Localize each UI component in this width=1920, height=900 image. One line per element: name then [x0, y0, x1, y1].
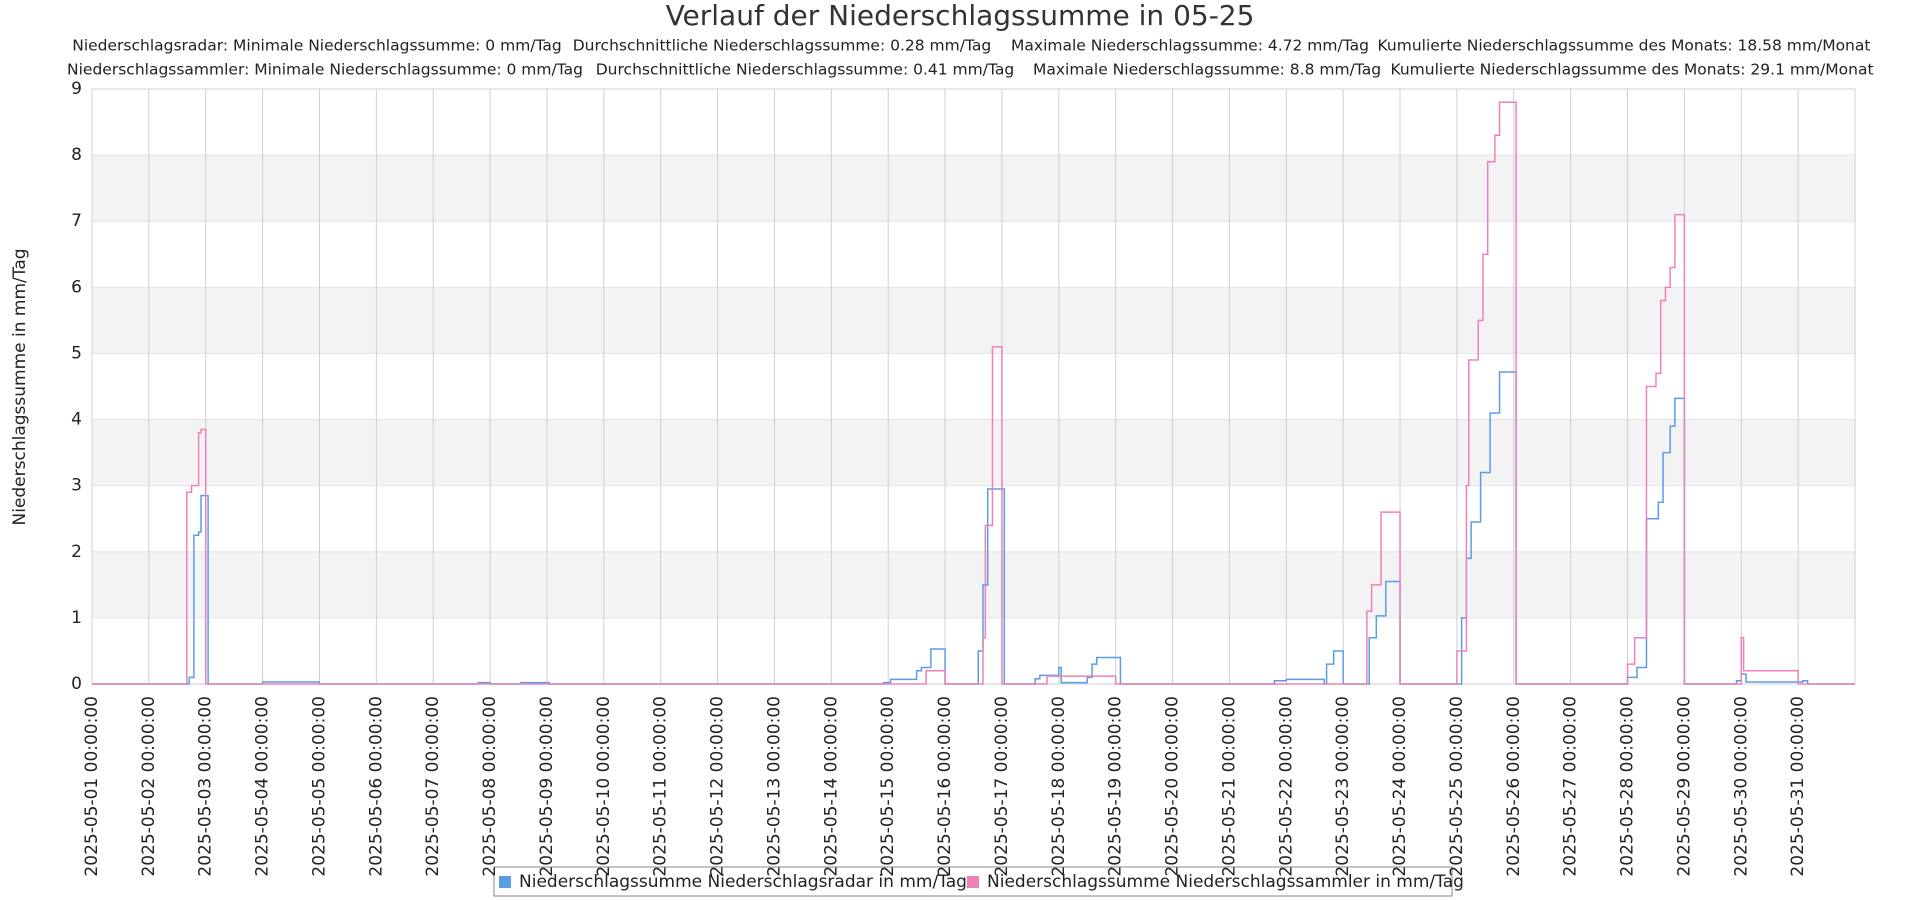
subtitle: Durchschnittliche Niederschlagssumme: 0.… [596, 61, 1014, 79]
chart-title: Verlauf der Niederschlagssumme in 05-25 [666, 0, 1255, 32]
x-tick-label: 2025-05-29 00:00:00 [1674, 696, 1694, 877]
y-tick-label: 8 [71, 145, 82, 165]
y-axis-label: Niederschlagssumme in mm/Tag [10, 248, 30, 525]
x-tick-label: 2025-05-24 00:00:00 [1390, 696, 1410, 877]
x-tick-label: 2025-05-26 00:00:00 [1504, 696, 1524, 877]
x-tick-label: 2025-05-25 00:00:00 [1447, 696, 1467, 877]
grid-band [92, 287, 1855, 354]
x-tick-label: 2025-05-19 00:00:00 [1106, 696, 1126, 877]
subtitle: Maximale Niederschlagssumme: 8.8 mm/Tag [1033, 61, 1381, 79]
y-tick-label: 1 [71, 608, 82, 628]
y-tick-label: 9 [71, 79, 82, 99]
x-tick-label: 2025-05-08 00:00:00 [480, 696, 500, 877]
subtitle: Maximale Niederschlagssumme: 4.72 mm/Tag [1011, 37, 1369, 55]
x-tick-label: 2025-05-27 00:00:00 [1561, 696, 1581, 877]
y-tick-label: 6 [71, 277, 82, 297]
x-tick-label: 2025-05-28 00:00:00 [1618, 696, 1638, 877]
x-tick-label: 2025-05-21 00:00:00 [1219, 696, 1239, 877]
y-tick-label: 7 [71, 211, 82, 231]
legend-swatch [499, 876, 511, 888]
x-tick-label: 2025-05-20 00:00:00 [1163, 696, 1183, 877]
grid-band [92, 155, 1855, 222]
y-tick-label: 3 [71, 476, 82, 496]
grid-band [92, 551, 1855, 618]
x-tick-label: 2025-05-05 00:00:00 [309, 696, 329, 877]
x-tick-label: 2025-05-09 00:00:00 [537, 696, 557, 877]
y-tick-label: 0 [71, 674, 82, 694]
x-tick-label: 2025-05-06 00:00:00 [366, 696, 386, 877]
subtitle: Durchschnittliche Niederschlagssumme: 0.… [573, 37, 991, 55]
x-tick-label: 2025-05-10 00:00:00 [594, 696, 614, 877]
y-tick-label: 4 [71, 410, 82, 430]
x-tick-label: 2025-05-31 00:00:00 [1788, 696, 1808, 877]
x-tick-label: 2025-05-03 00:00:00 [196, 696, 216, 877]
y-tick-label: 2 [71, 542, 82, 562]
x-tick-label: 2025-05-14 00:00:00 [821, 696, 841, 877]
x-tick-label: 2025-05-11 00:00:00 [651, 696, 671, 877]
x-tick-label: 2025-05-16 00:00:00 [935, 696, 955, 877]
subtitle: Niederschlagssammler: Minimale Niedersch… [67, 61, 583, 79]
x-tick-label: 2025-05-12 00:00:00 [708, 696, 728, 877]
data-line [92, 371, 1855, 685]
grid-band [92, 419, 1855, 486]
x-tick-label: 2025-05-13 00:00:00 [764, 696, 784, 877]
x-tick-label: 2025-05-15 00:00:00 [878, 696, 898, 877]
legend-label: Niederschlagssumme Niederschlagsradar in… [519, 872, 967, 892]
x-tick-label: 2025-05-18 00:00:00 [1049, 696, 1069, 877]
legend-label: Niederschlagssumme Niederschlagssammler … [987, 872, 1464, 892]
x-tick-label: 2025-05-30 00:00:00 [1731, 696, 1751, 877]
subtitle: Kumulierte Niederschlagssumme des Monats… [1378, 37, 1871, 55]
x-tick-label: 2025-05-23 00:00:00 [1333, 696, 1353, 877]
x-tick-label: 2025-05-17 00:00:00 [992, 696, 1012, 877]
subtitle: Niederschlagsradar: Minimale Niederschla… [72, 37, 562, 55]
x-tick-label: 2025-05-22 00:00:00 [1276, 696, 1296, 877]
x-tick-label: 2025-05-07 00:00:00 [423, 696, 443, 877]
legend-swatch [967, 876, 979, 888]
x-tick-label: 2025-05-01 00:00:00 [82, 696, 102, 877]
y-tick-label: 5 [71, 343, 82, 363]
subtitle: Kumulierte Niederschlagssumme des Monats… [1390, 61, 1873, 79]
x-tick-label: 2025-05-04 00:00:00 [253, 696, 273, 877]
x-tick-label: 2025-05-02 00:00:00 [139, 696, 159, 877]
data-line [92, 101, 1855, 685]
